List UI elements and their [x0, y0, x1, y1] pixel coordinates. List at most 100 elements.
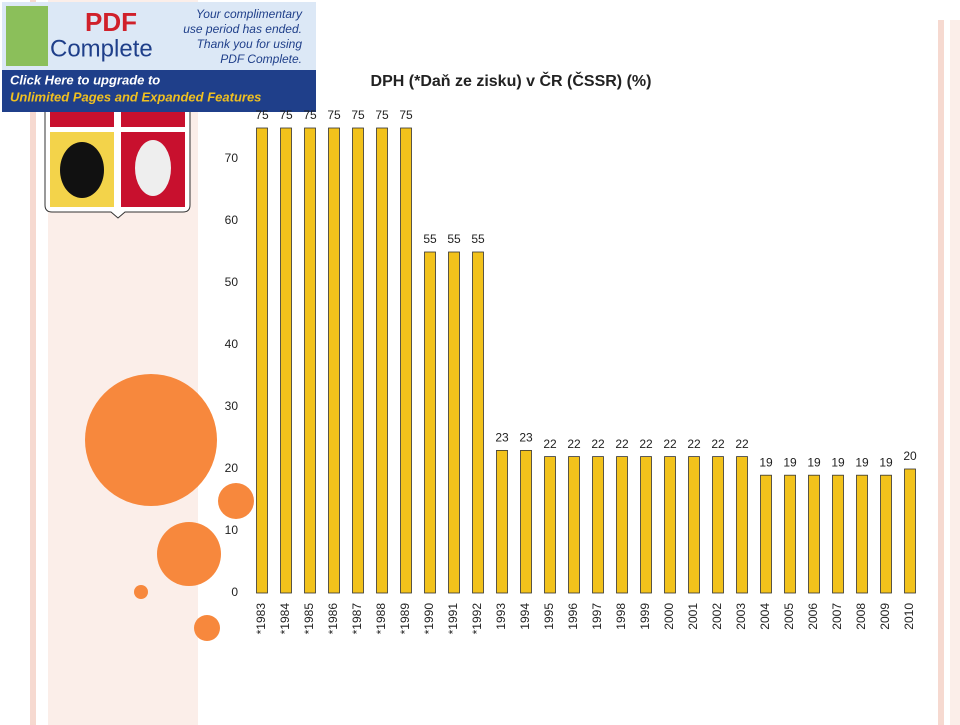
- y-tick-label: 30: [225, 399, 239, 413]
- y-tick-label: 10: [225, 523, 239, 537]
- x-tick-label: 1994: [518, 603, 532, 630]
- bar: [352, 127, 364, 594]
- x-tick-label: *1984: [278, 603, 292, 635]
- bar: [328, 127, 340, 594]
- value-label: 23: [519, 431, 533, 445]
- x-tick-label: *1983: [254, 603, 268, 635]
- x-tick-label: 1993: [494, 603, 508, 630]
- value-label: 19: [783, 455, 797, 469]
- value-label: 19: [879, 455, 893, 469]
- y-tick-label: 0: [231, 585, 238, 599]
- notice: PDF Complete.: [220, 52, 302, 66]
- x-tick-label: *1987: [350, 603, 364, 635]
- x-tick-label: *1989: [398, 603, 412, 635]
- bar: [688, 456, 700, 594]
- pdf-banner: PDF Complete Your complimentary use peri…: [2, 2, 316, 112]
- value-label: 22: [543, 437, 557, 451]
- decor-circle: [85, 374, 217, 506]
- bar: [448, 251, 460, 594]
- value-label: 75: [303, 108, 317, 122]
- stripe: [30, 0, 36, 725]
- value-label: 75: [279, 108, 293, 122]
- stripe: [938, 20, 944, 725]
- stripe: [950, 20, 960, 725]
- value-label: 19: [855, 455, 869, 469]
- x-tick-label: 2005: [782, 603, 796, 630]
- x-tick-label: *1986: [326, 603, 340, 635]
- x-tick-label: 1997: [590, 603, 604, 630]
- x-tick-label: 2008: [854, 603, 868, 630]
- bar: [520, 449, 532, 594]
- value-label: 22: [615, 437, 629, 451]
- x-tick-label: 2009: [878, 603, 892, 630]
- value-label: 75: [255, 108, 269, 122]
- chart-title: DPH (*Daň ze zisku) v ČR (ČSSR) (%): [371, 71, 652, 90]
- bar: [784, 474, 796, 594]
- x-tick-label: *1991: [446, 603, 460, 635]
- value-label: 75: [327, 108, 341, 122]
- value-label: 22: [663, 437, 677, 451]
- bar: [472, 251, 484, 594]
- bar: [760, 474, 772, 594]
- banner-top: [2, 2, 316, 70]
- x-tick-label: 1995: [542, 603, 556, 630]
- x-tick-label: 2007: [830, 603, 844, 630]
- bar: [616, 456, 628, 594]
- upgrade-link[interactable]: Click Here to upgrade to: [10, 72, 160, 87]
- value-label: 19: [807, 455, 821, 469]
- decor-circle: [134, 585, 148, 599]
- y-tick-label: 40: [225, 337, 239, 351]
- bar: [544, 456, 556, 594]
- upgrade-link[interactable]: Unlimited Pages and Expanded Features: [10, 89, 261, 104]
- value-label: 19: [831, 455, 845, 469]
- value-label: 55: [423, 232, 437, 246]
- banner-image: [6, 6, 48, 66]
- bar: [856, 474, 868, 594]
- bar: [256, 127, 268, 594]
- x-tick-label: 2006: [806, 603, 820, 630]
- value-label: 22: [687, 437, 701, 451]
- value-label: 55: [471, 232, 485, 246]
- bar: [496, 449, 508, 594]
- bar: [592, 456, 604, 594]
- decor-circle: [194, 615, 220, 641]
- bar: [832, 474, 844, 594]
- value-label: 23: [495, 431, 509, 445]
- x-tick-label: 1998: [614, 603, 628, 630]
- decor-circle: [157, 522, 221, 586]
- bar: [808, 474, 820, 594]
- bar: [904, 468, 916, 594]
- value-label: 20: [903, 449, 917, 463]
- x-tick-label: *1985: [302, 603, 316, 635]
- x-tick-label: 2010: [902, 603, 916, 630]
- value-label: 55: [447, 232, 461, 246]
- x-tick-label: 2002: [710, 603, 724, 630]
- x-tick-label: 2003: [734, 603, 748, 630]
- x-tick-label: 2001: [686, 603, 700, 630]
- bar: [664, 456, 676, 594]
- value-label: 22: [735, 437, 749, 451]
- x-tick-label: 2000: [662, 603, 676, 630]
- bar: [712, 456, 724, 594]
- logo-text: Complete: [50, 35, 153, 62]
- x-tick-label: *1992: [470, 603, 484, 635]
- bar: [880, 474, 892, 594]
- bar: [640, 456, 652, 594]
- notice: use period has ended.: [183, 22, 302, 36]
- value-label: 22: [567, 437, 581, 451]
- notice: Thank you for using: [197, 37, 303, 51]
- coat-of-arms: [44, 99, 191, 219]
- bar: [568, 456, 580, 594]
- value-label: 22: [639, 437, 653, 451]
- bar: [424, 251, 436, 594]
- x-tick-label: 1999: [638, 603, 652, 630]
- x-tick-label: 2004: [758, 603, 772, 630]
- value-label: 75: [351, 108, 365, 122]
- y-tick-label: 70: [225, 151, 239, 165]
- logo-text: PDF: [85, 7, 137, 37]
- value-label: 19: [759, 455, 773, 469]
- bar: [736, 456, 748, 594]
- value-label: 22: [591, 437, 605, 451]
- x-tick-label: *1990: [422, 603, 436, 635]
- value-label: 75: [375, 108, 389, 122]
